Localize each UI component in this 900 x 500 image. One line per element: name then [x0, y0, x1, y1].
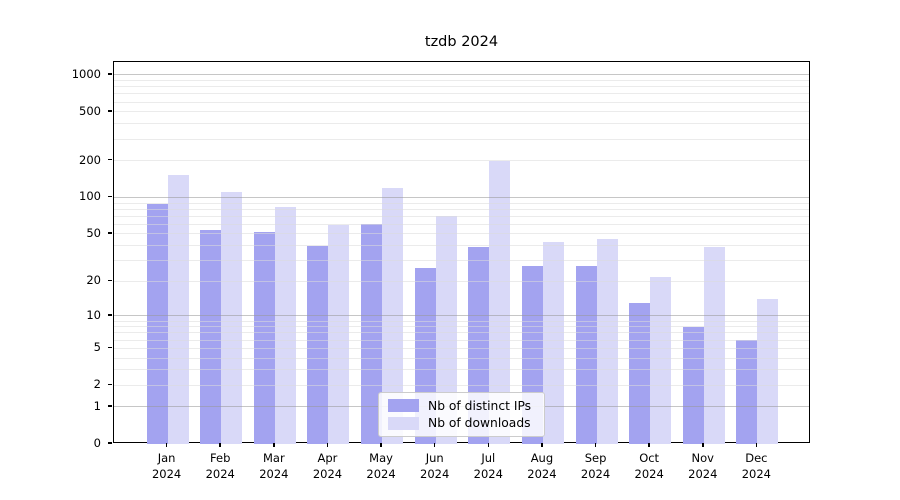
y-tick-label-2: 2 [93, 377, 101, 392]
y-tick-mark [108, 110, 112, 112]
x-tick-label-jun: Jun 2024 [420, 451, 450, 481]
x-tick-mark [487, 443, 490, 447]
bar-nov-downloads [703, 246, 725, 444]
y-tick-label-20: 20 [86, 273, 101, 288]
legend-swatch-distinct-ips [388, 399, 419, 413]
bar-mar-downloads [274, 206, 296, 444]
y-tick-mark [108, 279, 112, 282]
x-tick-mark [755, 443, 758, 447]
y-tick-mark [108, 73, 112, 75]
bar-dec-distinct-ips [736, 340, 758, 444]
x-tick-label-sep: Sep 2024 [580, 451, 611, 481]
y-tick-label-50: 50 [86, 225, 101, 240]
x-tick-label-jan: Jan 2024 [151, 451, 182, 481]
bar-may-distinct-ips [361, 223, 383, 444]
bar-apr-downloads [328, 225, 350, 444]
x-tick-label-mar: Mar 2024 [259, 451, 289, 481]
y-tick-mark [108, 158, 112, 161]
x-tick-mark [702, 443, 704, 447]
bar-dec-downloads [757, 299, 779, 444]
bar-jan-downloads [167, 175, 189, 444]
bar-jul-downloads [489, 160, 511, 444]
x-tick-label-jul: Jul 2024 [473, 451, 503, 481]
legend-label-downloads: Nb of downloads [428, 416, 531, 431]
bar-feb-downloads [221, 191, 243, 444]
bar-sep-distinct-ips [575, 265, 597, 444]
x-tick-label-apr: Apr 2024 [312, 451, 343, 481]
bars-layer [114, 62, 809, 444]
bar-oct-downloads [650, 276, 672, 444]
x-tick-label-feb: Feb 2024 [205, 451, 235, 481]
y-tick-mark [108, 195, 112, 198]
bar-jan-distinct-ips [146, 204, 168, 444]
bar-nov-distinct-ips [682, 326, 704, 444]
x-tick-mark [648, 443, 650, 447]
y-tick-mark [108, 314, 112, 316]
y-tick-mark [108, 405, 112, 407]
y-tick-mark [108, 383, 112, 386]
x-tick-mark [433, 443, 436, 447]
x-tick-mark [594, 443, 597, 447]
x-tick-mark [273, 443, 275, 447]
y-tick-label-1: 1 [93, 398, 101, 413]
y-tick-mark [108, 346, 112, 349]
plot-area [113, 61, 810, 444]
x-tick-mark [326, 443, 329, 447]
bar-apr-distinct-ips [307, 245, 329, 444]
x-tick-label-aug: Aug 2024 [527, 451, 557, 481]
x-tick-label-nov: Nov 2024 [688, 451, 718, 481]
y-tick-mark [108, 442, 112, 444]
y-tick-label-1000: 1000 [71, 66, 101, 81]
x-tick-label-oct: Oct 2024 [634, 451, 664, 481]
legend-row: Nb of downloads [388, 416, 535, 430]
legend-label-distinct-ips: Nb of distinct IPs [428, 398, 532, 413]
y-tick-label-200: 200 [79, 152, 101, 167]
y-tick-label-10: 10 [86, 307, 101, 322]
bar-aug-downloads [542, 241, 564, 444]
chart-title: tzdb 2024 [424, 34, 499, 50]
bar-oct-distinct-ips [629, 303, 651, 444]
x-tick-label-may: May 2024 [366, 451, 396, 481]
legend-swatch-downloads [388, 416, 419, 430]
y-tick-label-500: 500 [79, 103, 101, 118]
bar-feb-distinct-ips [200, 229, 222, 444]
y-tick-label-100: 100 [79, 189, 101, 204]
x-tick-mark [165, 443, 168, 447]
legend-row: Nb of distinct IPs [388, 399, 535, 413]
y-tick-label-0: 0 [93, 436, 101, 450]
x-tick-mark [219, 443, 221, 447]
bar-sep-downloads [596, 239, 618, 444]
x-tick-mark [541, 443, 543, 447]
x-tick-mark [380, 443, 382, 447]
x-tick-label-dec: Dec 2024 [741, 451, 772, 481]
y-tick-label-5: 5 [93, 340, 101, 355]
bar-jun-downloads [435, 216, 457, 444]
bar-mar-distinct-ips [253, 231, 275, 444]
legend: Nb of distinct IPs Nb of downloads [378, 392, 545, 437]
y-tick-mark [108, 232, 112, 234]
